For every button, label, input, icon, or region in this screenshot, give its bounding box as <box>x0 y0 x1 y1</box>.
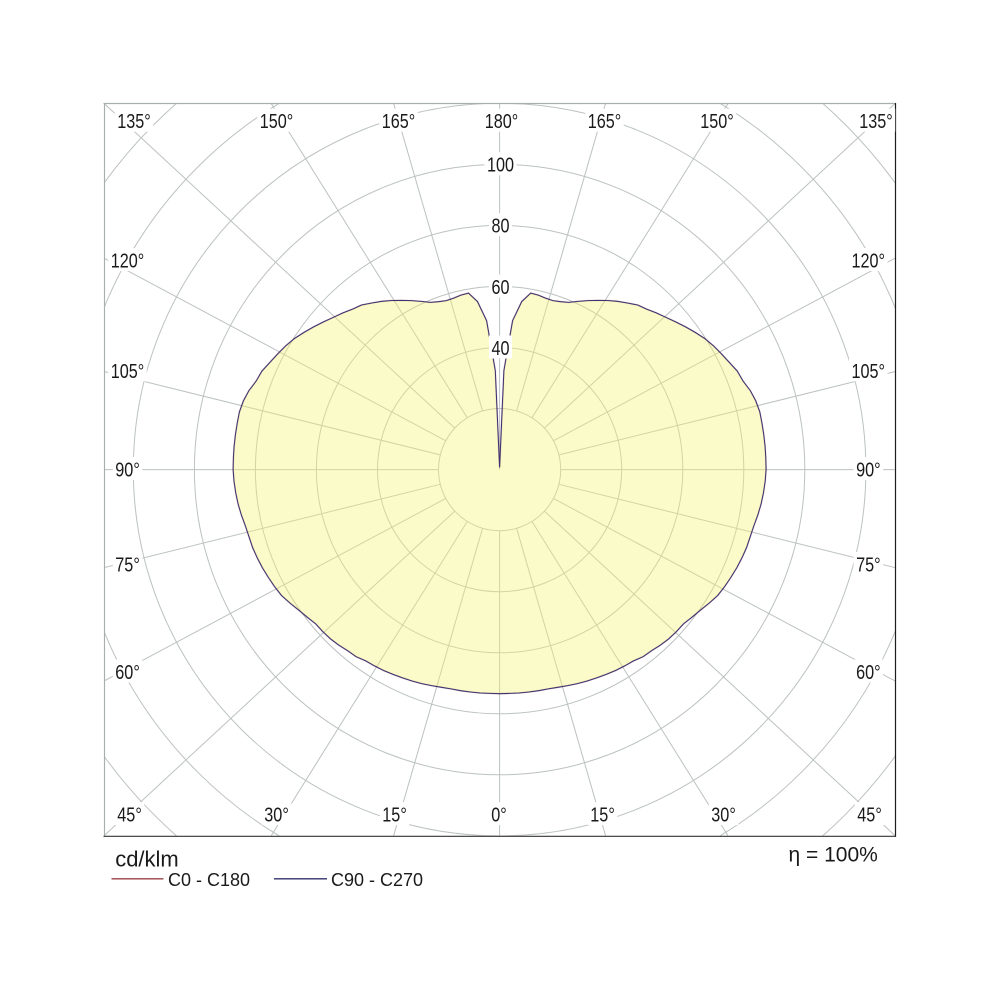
svg-text:60°: 60° <box>856 662 881 684</box>
svg-text:100: 100 <box>487 155 514 177</box>
svg-text:105°: 105° <box>852 361 886 383</box>
svg-text:30°: 30° <box>711 805 736 827</box>
svg-text:60°: 60° <box>115 662 140 684</box>
svg-text:90°: 90° <box>115 459 140 481</box>
svg-text:C0 - C180: C0 - C180 <box>168 870 250 890</box>
svg-text:15°: 15° <box>382 805 407 827</box>
svg-text:C90 - C270: C90 - C270 <box>331 870 423 890</box>
svg-text:135°: 135° <box>859 111 893 133</box>
svg-text:180°: 180° <box>485 111 519 133</box>
svg-text:120°: 120° <box>111 250 145 272</box>
svg-text:45°: 45° <box>117 805 142 827</box>
svg-text:165°: 165° <box>382 111 416 133</box>
svg-text:75°: 75° <box>856 554 881 576</box>
svg-text:40: 40 <box>492 338 510 360</box>
svg-text:η = 100%: η = 100% <box>789 844 878 867</box>
svg-text:150°: 150° <box>700 111 734 133</box>
svg-text:60: 60 <box>492 277 510 299</box>
svg-text:165°: 165° <box>588 111 622 133</box>
svg-text:45°: 45° <box>857 805 882 827</box>
svg-text:0°: 0° <box>491 805 507 827</box>
svg-text:30°: 30° <box>264 805 289 827</box>
svg-text:cd/klm: cd/klm <box>115 847 179 872</box>
svg-text:150°: 150° <box>260 111 294 133</box>
svg-text:120°: 120° <box>852 250 886 272</box>
svg-text:90°: 90° <box>856 459 881 481</box>
svg-text:105°: 105° <box>111 361 145 383</box>
svg-text:15°: 15° <box>590 805 615 827</box>
svg-text:75°: 75° <box>115 554 140 576</box>
svg-text:135°: 135° <box>117 111 151 133</box>
svg-text:80: 80 <box>492 216 510 238</box>
